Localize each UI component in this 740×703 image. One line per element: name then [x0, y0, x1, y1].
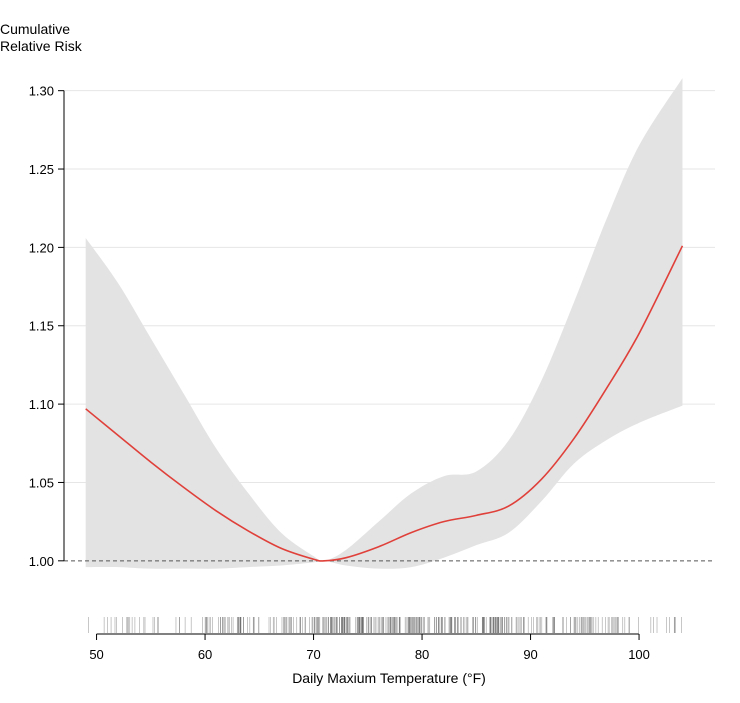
- x-tick-label: 50: [89, 647, 103, 662]
- y-tick-label: 1.10: [29, 397, 54, 412]
- y-tick-label: 1.30: [29, 84, 54, 99]
- confidence-band-layer: [85, 78, 683, 569]
- y-tick-label: 1.25: [29, 162, 54, 177]
- x-tick-label: 70: [306, 647, 320, 662]
- series-line: [85, 245, 684, 562]
- y-tick-label: 1.15: [29, 319, 54, 334]
- rug-marks: [88, 617, 682, 633]
- x-tick-label: 60: [198, 647, 212, 662]
- y-axis-label-line2: Relative Risk: [0, 38, 82, 54]
- y-tick-label: 1.05: [29, 475, 54, 490]
- x-axis-label: Daily Maxium Temperature (°F): [292, 670, 486, 686]
- x-tick-label: 100: [628, 647, 650, 662]
- x-tick-label: 80: [415, 647, 429, 662]
- axes: 1.00 1.05 1.10 1.15 1.20 1.25 1.30 50 60 70 80 90 10…: [29, 84, 650, 662]
- y-tick-label: 1.00: [29, 554, 54, 569]
- series-line-layer: [85, 245, 684, 562]
- x-tick-label: 90: [523, 647, 537, 662]
- confidence-band: [85, 78, 683, 569]
- y-tick-label: 1.20: [29, 240, 54, 255]
- y-axis-label-line1: Cumulative: [0, 21, 71, 37]
